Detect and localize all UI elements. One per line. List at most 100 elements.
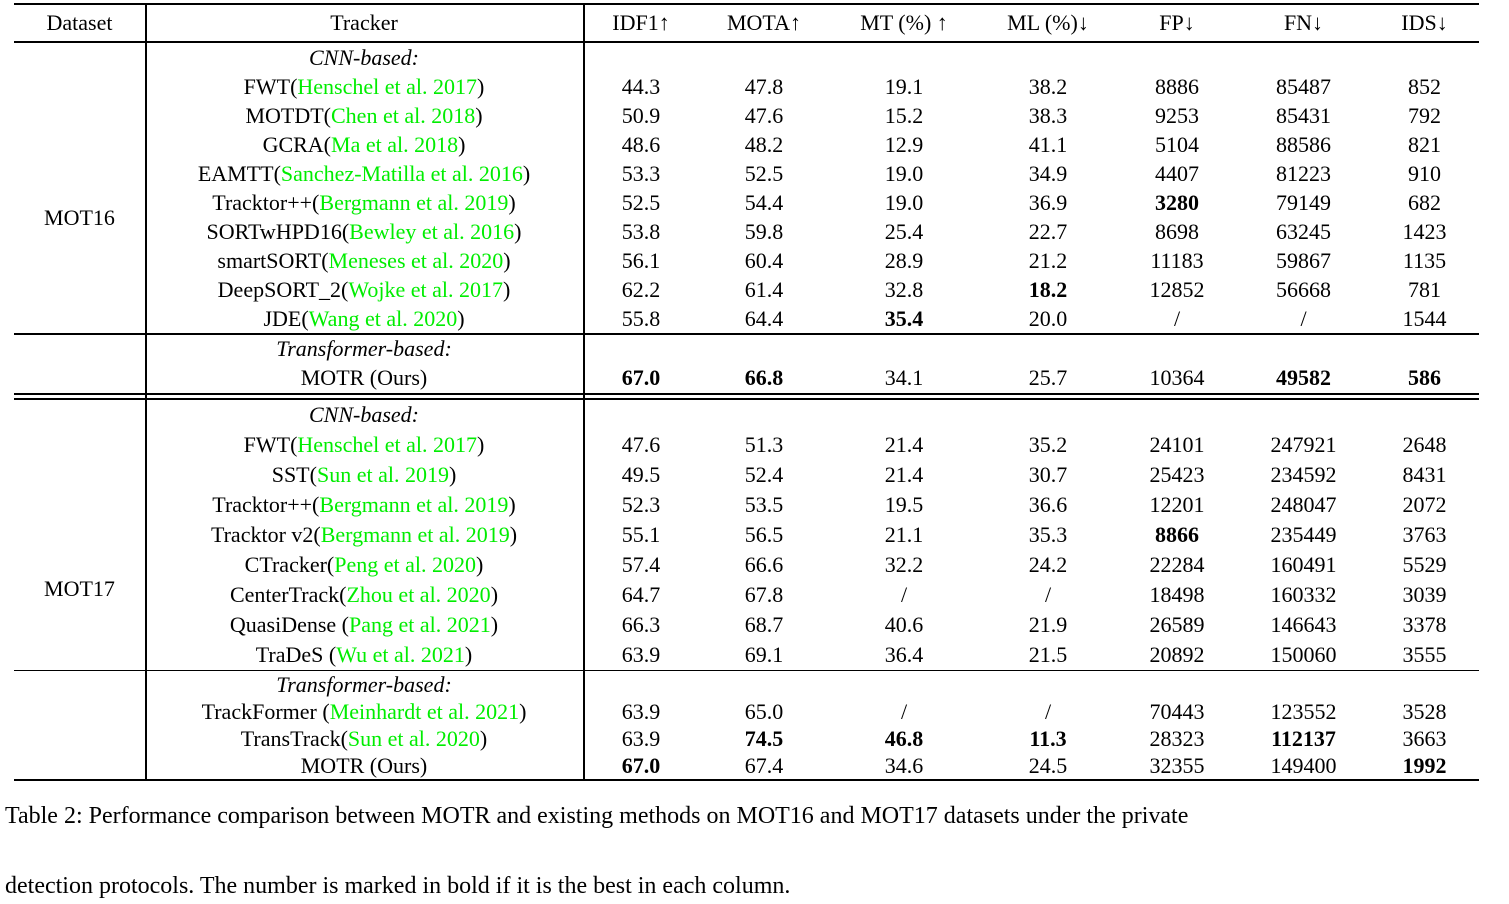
citation-link[interactable]: Sun et al. 2020	[347, 725, 480, 751]
empty-cell	[699, 43, 829, 72]
metric-value: 112137	[1271, 725, 1336, 751]
metric-value: 160332	[1270, 581, 1337, 607]
citation-link[interactable]: Peng et al. 2020	[334, 551, 477, 577]
citation-link[interactable]: Wang et al. 2020	[308, 305, 458, 331]
metric-value: 12852	[1149, 276, 1205, 302]
tracker-name-close: )	[519, 698, 527, 724]
citation-link[interactable]: Bewley et al. 2016	[349, 218, 515, 244]
empty-cell	[829, 43, 979, 72]
empty-cell	[583, 671, 699, 698]
metric-value: 10364	[1149, 365, 1205, 390]
citation-link[interactable]: Ma et al. 2018	[331, 131, 459, 157]
metric-value: 74.5	[744, 725, 784, 751]
metric-value: 22.7	[1028, 218, 1068, 244]
citation-link[interactable]: Henschel et al. 2017	[297, 431, 478, 457]
metric-value: 11183	[1150, 247, 1204, 273]
method-group: Transformer-based: TrackFormer (Meinhardt…	[14, 671, 1479, 779]
metric-value: 51.3	[744, 431, 784, 457]
metric-value: 62.2	[621, 276, 661, 302]
metric-value: 11.3	[1029, 725, 1067, 751]
citation-link[interactable]: Pang et al. 2021	[349, 611, 491, 637]
citation-link[interactable]: Wojke et al. 2017	[348, 276, 503, 302]
tracker-cell: SST(Sun et al. 2019)	[145, 460, 583, 490]
metric-value: 32355	[1149, 752, 1205, 778]
empty-cell	[979, 335, 1117, 364]
metric-value: 59.8	[744, 218, 784, 244]
perf-table: Dataset Tracker IDF1↑ MOTA↑ MT (%) ↑ ML (%)↓ F…	[14, 3, 1479, 781]
tracker-name-close: )	[509, 521, 518, 547]
table-row: EAMTT(Sanchez-Matilla et al. 2016) 53.3 52…	[14, 159, 1479, 188]
metric-value: 123552	[1270, 698, 1337, 724]
citation-link[interactable]: Meneses et al. 2020	[328, 247, 504, 273]
tracker-name: MOTDT(	[245, 102, 331, 128]
metric-value: 235449	[1270, 521, 1337, 547]
tracker-name: GCRA(	[262, 131, 332, 157]
tracker-name-close: )	[457, 305, 465, 331]
metric-value: /	[900, 581, 908, 607]
empty-cell	[979, 43, 1117, 72]
metric-value: 21.4	[884, 461, 924, 487]
citation-link[interactable]: Wu et al. 2021	[336, 641, 465, 667]
metric-value: 24.2	[1028, 551, 1068, 577]
metric-value: 46.8	[884, 725, 924, 751]
tracker-name: Tracktor v2(	[210, 521, 321, 547]
table-row: DeepSORT_2(Wojke et al. 2017) 62.2 61.4 32.…	[14, 275, 1479, 304]
metric-value: 38.2	[1028, 73, 1068, 99]
metric-value: 160491	[1270, 551, 1337, 577]
tracker-name: Tracktor++(	[212, 491, 320, 517]
tracker-name: SST(	[271, 461, 317, 487]
metric-value: 40.6	[884, 611, 924, 637]
citation-link[interactable]: Bergmann et al. 2019	[319, 491, 509, 517]
tracker-cell: smartSORT(Meneses et al. 2020)	[145, 246, 583, 275]
tracker-name-close: )	[490, 581, 499, 607]
table-row: TrackFormer (Meinhardt et al. 2021) 63.9 6…	[14, 698, 1479, 725]
dataset-column-divider	[145, 3, 147, 781]
metric-value: /	[1173, 305, 1181, 331]
citation-link[interactable]: Meinhardt et al. 2021	[329, 698, 520, 724]
metric-value: 21.4	[884, 431, 924, 457]
col-header: MOTA↑	[726, 10, 801, 35]
empty-cell	[829, 400, 979, 430]
citation-link[interactable]: Bergmann et al. 2019	[319, 189, 509, 215]
empty-cell	[1117, 400, 1237, 430]
metric-value: 53.8	[621, 218, 661, 244]
tracker-name: SORTwHPD16(	[206, 218, 350, 244]
empty-cell	[1370, 335, 1479, 364]
metric-value: 247921	[1270, 431, 1337, 457]
dataset-label: MOT16	[44, 204, 115, 230]
metric-value: 63.9	[621, 698, 661, 724]
metric-value: 9253	[1155, 102, 1199, 128]
group-label-row: Transformer-based:	[14, 671, 1479, 698]
tracker-cell: QuasiDense (Pang et al. 2021)	[145, 610, 583, 640]
citation-link[interactable]: Sun et al. 2019	[316, 461, 449, 487]
metric-value: 12.9	[884, 131, 924, 157]
metric-value: 4407	[1155, 160, 1199, 186]
tracker-name: DeepSORT_2(	[217, 276, 349, 302]
metric-value: 81223	[1276, 160, 1331, 186]
metric-value: 68.7	[744, 611, 784, 637]
section-mot17: CNN-based: FWT(Henschel et al. 2017) 47.6 5…	[14, 400, 1479, 780]
tracker-name-close: )	[476, 551, 484, 577]
metric-value: 19.0	[884, 189, 924, 215]
metric-value: 3555	[1402, 641, 1447, 667]
metric-value: 57.4	[621, 551, 661, 577]
metric-value: 50.9	[621, 102, 661, 128]
method-group: CNN-based: FWT(Henschel et al. 2017) 44.3 4…	[14, 43, 1479, 333]
citation-link[interactable]: Zhou et al. 2020	[346, 581, 491, 607]
metric-value: 34.9	[1028, 160, 1068, 186]
citation-link[interactable]: Bergmann et al. 2019	[320, 521, 510, 547]
group-label-row: CNN-based:	[14, 400, 1479, 430]
col-header: MT (%) ↑	[860, 10, 948, 35]
metric-value: 55.1	[621, 521, 661, 547]
tracker-name-close: )	[458, 131, 466, 157]
empty-cell	[1237, 400, 1370, 430]
tracker-cell: EAMTT(Sanchez-Matilla et al. 2016)	[145, 159, 583, 188]
citation-link[interactable]: Chen et al. 2018	[331, 102, 476, 128]
metric-value: 36.4	[884, 641, 924, 667]
table-caption: Table 2: Performance comparison between …	[5, 799, 1504, 904]
tracker-cell: MOTR (Ours)	[145, 752, 583, 779]
metric-value: 52.4	[744, 461, 784, 487]
citation-link[interactable]: Sanchez-Matilla et al. 2016	[280, 160, 523, 186]
empty-cell	[979, 400, 1117, 430]
citation-link[interactable]: Henschel et al. 2017	[297, 73, 478, 99]
